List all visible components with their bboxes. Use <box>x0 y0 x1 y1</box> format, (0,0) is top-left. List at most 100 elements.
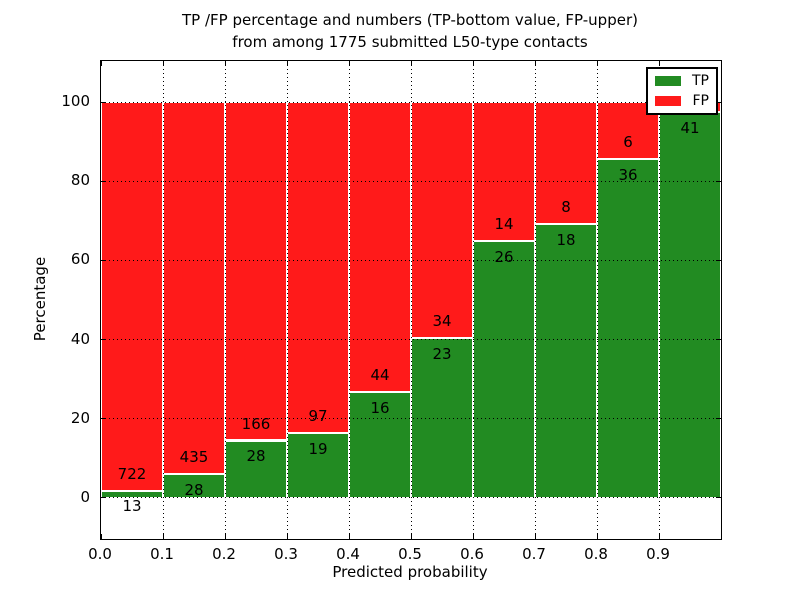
x-tick-label: 0.0 <box>88 545 112 563</box>
bar-segment-fp <box>225 102 287 441</box>
y-tick-mark <box>101 339 106 340</box>
x-tick-mark <box>410 61 412 66</box>
y-tick-mark <box>716 101 721 103</box>
x-axis-label: Predicted probability <box>332 563 488 581</box>
fp-count-label: 14 <box>494 214 514 233</box>
y-tick-mark <box>716 497 721 499</box>
y-tick-label: 60 <box>70 250 90 269</box>
tp-count-label: 16 <box>370 399 390 418</box>
x-gridline <box>534 61 536 539</box>
fp-count-label: 435 <box>179 447 209 466</box>
y-tick-mark <box>101 259 106 261</box>
fp-count-label: 34 <box>432 312 452 331</box>
chart-title-line2: from among 1775 submitted L50-type conta… <box>232 33 588 51</box>
x-tick-mark <box>472 534 474 539</box>
y-tick-label: 100 <box>61 92 90 111</box>
fp-count-label: 6 <box>623 133 633 152</box>
y-tick-mark <box>101 180 106 182</box>
fp-swatch-icon <box>655 96 681 106</box>
fp-count-label: 722 <box>117 464 147 483</box>
legend: TP FP <box>646 67 718 115</box>
x-gridline <box>286 61 288 539</box>
x-tick-mark <box>472 61 474 66</box>
tp-swatch-icon <box>655 76 681 86</box>
x-tick-mark <box>348 534 350 539</box>
tp-count-label: 41 <box>680 118 700 137</box>
bar-segment-fp <box>473 102 535 241</box>
x-tick-mark <box>596 61 598 66</box>
legend-item: FP <box>655 94 709 108</box>
bar-segment-fp <box>101 102 163 491</box>
fp-count-label: 166 <box>241 414 271 433</box>
x-tick-mark <box>286 61 288 66</box>
x-tick-label: 0.8 <box>584 545 608 563</box>
bar-segment-tp <box>349 392 411 498</box>
x-tick-mark <box>658 61 660 66</box>
y-tick-mark <box>101 101 106 103</box>
fp-count-label: 8 <box>561 198 571 217</box>
x-tick-mark <box>100 61 102 66</box>
chart-title-line1: TP /FP percentage and numbers (TP-bottom… <box>182 11 638 29</box>
tp-count-label: 23 <box>432 345 452 364</box>
y-tick-label: 20 <box>70 408 90 427</box>
x-tick-mark <box>596 534 598 539</box>
bar-segment-fp <box>163 102 225 474</box>
x-tick-label: 0.7 <box>522 545 546 563</box>
y-tick-mark <box>101 497 106 499</box>
x-gridline <box>348 61 350 539</box>
x-tick-label: 0.9 <box>646 545 670 563</box>
tp-count-label: 26 <box>494 247 514 266</box>
bar-segment-tp <box>597 158 659 498</box>
y-gridline <box>101 339 721 340</box>
chart-title: TP /FP percentage and numbers (TP-bottom… <box>90 9 730 53</box>
x-gridline <box>658 61 660 539</box>
x-tick-label: 0.4 <box>336 545 360 563</box>
y-tick-mark <box>716 259 721 261</box>
x-tick-mark <box>224 534 226 539</box>
bar-segment-tp <box>411 338 473 498</box>
x-tick-label: 0.3 <box>274 545 298 563</box>
legend-label: FP <box>692 93 710 109</box>
x-gridline <box>224 61 226 539</box>
x-tick-mark <box>534 61 536 66</box>
x-tick-label: 0.2 <box>212 545 236 563</box>
bar-segment-fp <box>411 102 473 339</box>
x-tick-mark <box>348 61 350 66</box>
bar-segment-tp <box>659 111 721 498</box>
x-tick-label: 0.5 <box>398 545 422 563</box>
tp-count-label: 18 <box>556 230 576 249</box>
tp-count-label: 28 <box>246 447 266 466</box>
x-tick-mark <box>410 534 412 539</box>
tp-count-label: 36 <box>618 165 638 184</box>
x-tick-mark <box>658 534 660 539</box>
x-tick-mark <box>100 534 102 539</box>
y-tick-mark <box>101 418 106 419</box>
y-tick-mark <box>716 339 721 340</box>
bar-segment-fp <box>535 102 597 225</box>
bar-segment-fp <box>287 102 349 433</box>
bar-segment-tp <box>473 240 535 498</box>
x-tick-mark <box>224 61 226 66</box>
legend-label: TP <box>692 73 709 89</box>
x-tick-mark <box>286 534 288 539</box>
tp-count-label: 28 <box>184 480 204 499</box>
y-tick-mark <box>716 180 721 182</box>
tp-count-label: 19 <box>308 439 328 458</box>
y-gridline <box>101 101 721 103</box>
tp-count-label: 13 <box>122 497 142 516</box>
plot-area: 7221343528166289719441634231426818636141 <box>100 60 722 540</box>
y-gridline <box>101 180 721 182</box>
fp-count-label: 97 <box>308 406 328 425</box>
y-gridline <box>101 418 721 419</box>
y-tick-label: 80 <box>70 171 90 190</box>
bar-segment-tp <box>287 432 349 498</box>
y-tick-mark <box>716 418 721 419</box>
legend-item: TP <box>655 74 709 88</box>
y-gridline <box>101 497 721 499</box>
x-tick-label: 0.6 <box>460 545 484 563</box>
x-tick-label: 0.1 <box>150 545 174 563</box>
x-gridline <box>410 61 412 539</box>
y-tick-label: 0 <box>80 487 90 506</box>
x-gridline <box>596 61 598 539</box>
